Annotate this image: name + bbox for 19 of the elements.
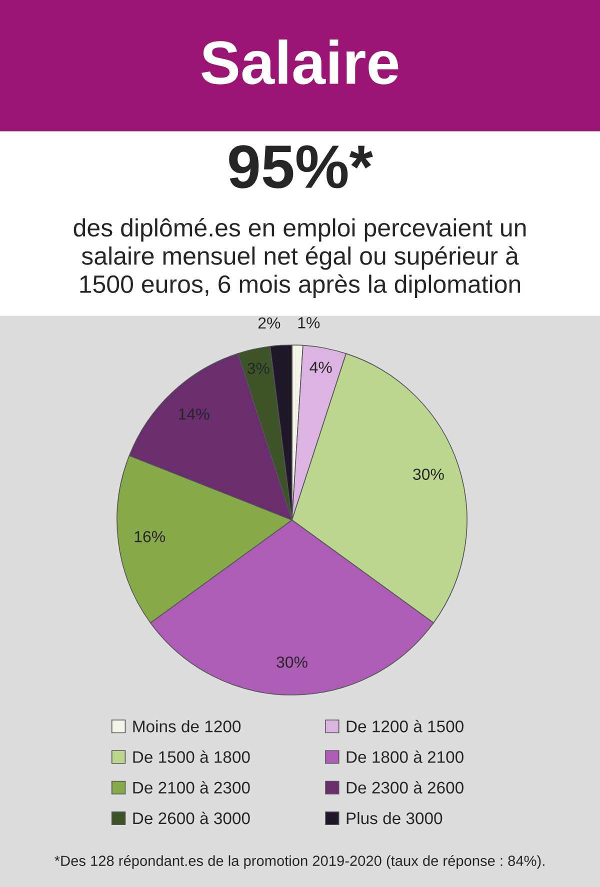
chart-title: Salaire [202, 40, 398, 84]
data-label: 2% [258, 317, 280, 329]
data-label: 4% [310, 362, 332, 373]
data-label: 30% [276, 656, 308, 668]
data-label: 16% [134, 530, 166, 542]
legend-label: De 1200 à 1500 [346, 720, 464, 732]
data-label: 30% [413, 468, 444, 480]
legend-label: De 2300 à 2600 [346, 781, 464, 794]
legend-label: Moins de 1200 [133, 720, 241, 732]
legend-label: De 2600 à 3000 [133, 812, 250, 824]
data-label: 1% [298, 317, 320, 328]
data-label: 14% [179, 408, 210, 420]
legend-label: De 2100 à 2300 [133, 781, 250, 794]
text: 95%* [229, 145, 373, 188]
legend-label: De 1800 à 2100 [346, 750, 464, 763]
chart-subtitle: des diplômé.es en emploi percevaient un salaire mensuel net égal ou supérieur à 1500 euros, 6 mois après la diplomation [74, 218, 526, 298]
legend-label: Plus de 3000 [346, 812, 442, 824]
text: *Des 128 répondant.es de la promotion 2019-2020 (taux de réponse : 84%). [54, 855, 544, 869]
legend-label: De 1500 à 1800 [133, 750, 250, 763]
